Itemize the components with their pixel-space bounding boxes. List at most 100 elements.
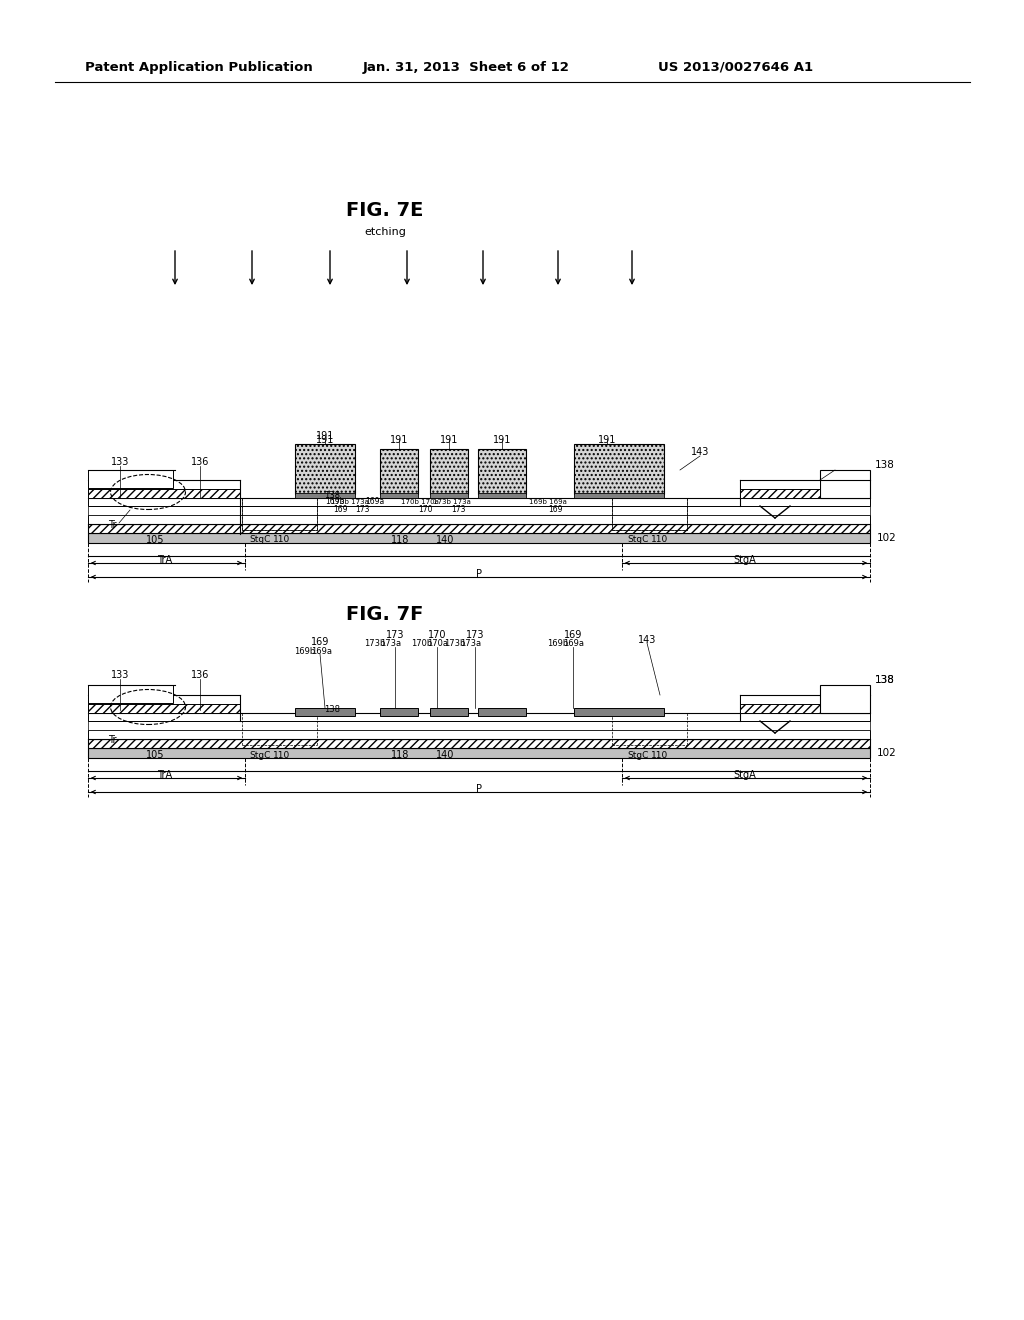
Bar [295, 708, 355, 715]
Text: 191: 191 [440, 436, 458, 445]
Text: StgA: StgA [733, 770, 757, 780]
Bar [88, 488, 240, 498]
Text: 173b 173a: 173b 173a [331, 499, 369, 506]
Bar [478, 449, 526, 494]
Bar [88, 515, 870, 524]
Bar [430, 492, 468, 498]
Bar [574, 444, 664, 494]
Text: 170a: 170a [427, 639, 449, 648]
Bar [612, 498, 687, 531]
Text: 110: 110 [273, 751, 291, 759]
Bar [574, 708, 664, 715]
Text: 110: 110 [651, 536, 669, 544]
Text: 173: 173 [451, 506, 465, 515]
Text: P: P [476, 784, 482, 795]
Text: 105: 105 [145, 535, 164, 545]
Text: 138: 138 [874, 459, 895, 470]
Text: etching: etching [365, 227, 406, 238]
Text: 173b: 173b [444, 639, 466, 648]
Bar [88, 713, 870, 721]
Bar [88, 480, 240, 498]
Bar [820, 470, 870, 498]
Bar [88, 524, 870, 533]
Bar [380, 449, 418, 494]
Text: 136: 136 [190, 457, 209, 467]
Text: 191: 191 [598, 436, 616, 445]
Text: 169b: 169b [294, 647, 315, 656]
Text: 169: 169 [333, 506, 347, 515]
Text: 170b 170a: 170b 170a [401, 499, 439, 506]
Text: 118: 118 [391, 750, 410, 760]
Text: 140: 140 [436, 750, 455, 760]
Bar [295, 492, 355, 498]
Text: 191: 191 [493, 436, 511, 445]
Text: 133: 133 [111, 457, 129, 467]
Bar [478, 492, 526, 498]
Text: 191: 191 [390, 436, 409, 445]
Bar [88, 533, 870, 543]
Text: 138: 138 [324, 705, 340, 714]
Text: 110: 110 [651, 751, 669, 759]
Bar [574, 492, 664, 498]
Bar [88, 721, 870, 730]
Text: 169b: 169b [548, 639, 568, 648]
Bar [380, 708, 418, 715]
Text: 169b 169a: 169b 169a [529, 499, 567, 506]
Text: 110: 110 [273, 536, 291, 544]
Bar [820, 685, 870, 713]
Text: 170: 170 [418, 506, 432, 515]
Text: 173a: 173a [461, 639, 481, 648]
Bar [88, 498, 870, 506]
Text: StgC: StgC [628, 751, 648, 759]
Bar [295, 444, 355, 494]
Text: 169b: 169b [326, 498, 345, 507]
Bar [88, 470, 173, 488]
Bar [88, 685, 173, 704]
Text: 140: 140 [436, 535, 455, 545]
Bar [380, 492, 418, 498]
Bar [740, 704, 820, 713]
Text: 169a: 169a [366, 498, 385, 507]
Text: FIG. 7E: FIG. 7E [346, 201, 424, 219]
Bar [88, 696, 240, 713]
Text: 105: 105 [145, 750, 164, 760]
Bar [88, 730, 870, 739]
Text: 133: 133 [111, 671, 129, 680]
Bar [242, 498, 317, 531]
Text: 170b: 170b [412, 639, 432, 648]
Bar [88, 748, 870, 758]
Text: 170: 170 [428, 630, 446, 640]
Text: 173: 173 [354, 506, 370, 515]
Text: 118: 118 [391, 535, 410, 545]
Text: 169: 169 [564, 630, 583, 640]
Text: 169a: 169a [311, 647, 333, 656]
Text: 169: 169 [311, 638, 329, 647]
Text: 102: 102 [877, 748, 897, 758]
Text: 143: 143 [691, 447, 710, 457]
Text: 143: 143 [638, 635, 656, 645]
Bar [740, 488, 820, 498]
Text: 191: 191 [315, 432, 334, 441]
Text: 173: 173 [466, 630, 484, 640]
Text: TrA: TrA [158, 770, 173, 780]
Text: 138: 138 [874, 675, 895, 685]
Text: StgC: StgC [628, 536, 648, 544]
Text: TrA: TrA [158, 554, 173, 565]
Text: 102: 102 [877, 533, 897, 543]
Text: StgC: StgC [249, 751, 270, 759]
Bar [88, 506, 870, 515]
Text: FIG. 7F: FIG. 7F [346, 606, 424, 624]
Text: StgC: StgC [249, 536, 270, 544]
Text: 173: 173 [386, 630, 404, 640]
Text: 169a: 169a [563, 639, 585, 648]
Bar [478, 708, 526, 715]
Text: 169: 169 [548, 506, 562, 515]
Text: 138: 138 [324, 491, 340, 499]
Bar [740, 480, 820, 498]
Text: Patent Application Publication: Patent Application Publication [85, 61, 312, 74]
Bar [430, 449, 468, 494]
Text: 173b 173a: 173b 173a [433, 499, 471, 506]
Text: 173b: 173b [365, 639, 386, 648]
Text: Tr: Tr [109, 735, 117, 744]
Bar [88, 739, 870, 748]
